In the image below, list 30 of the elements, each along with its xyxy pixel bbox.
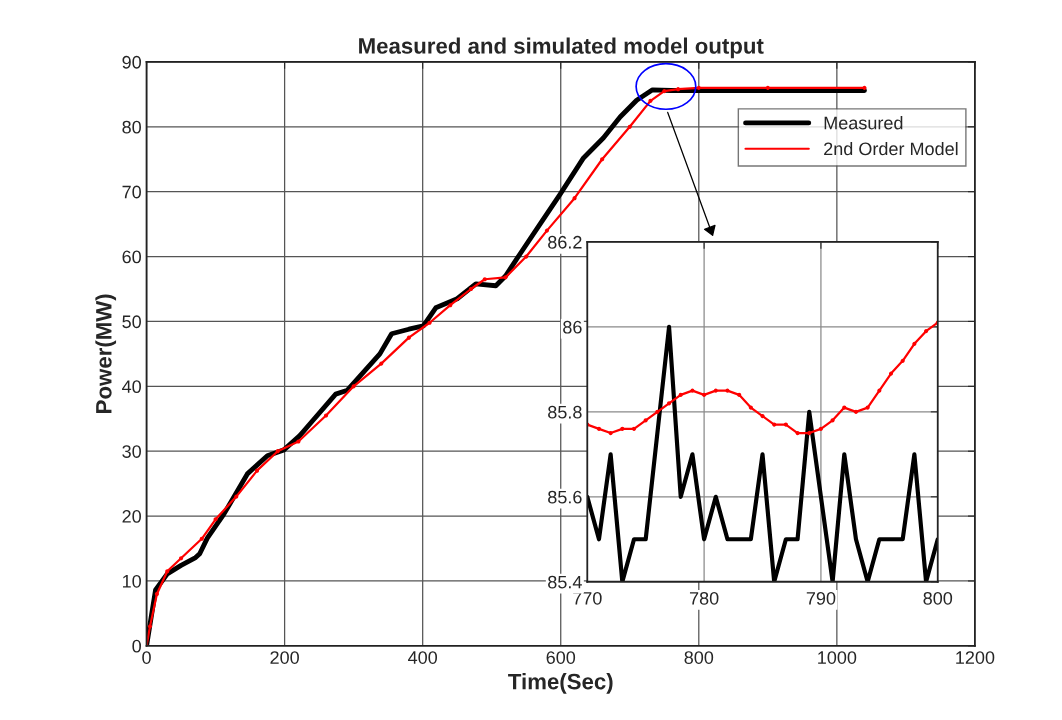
x-axis-title: Time(Sec) — [508, 673, 613, 694]
y-tick-label: 60 — [122, 250, 141, 264]
y-tick-label: 30 — [122, 445, 141, 458]
x-tick-label: 800 — [684, 651, 714, 664]
y-tick-label: 90 — [122, 55, 141, 69]
y-tick-label: 85.6 — [548, 490, 582, 504]
y-tick-label: 0 — [132, 639, 141, 653]
x-tick-label: 1000 — [818, 651, 857, 664]
chart-title: Measured and simulated model output — [359, 37, 764, 59]
y-tick-label: 86 — [563, 320, 582, 334]
y-tick-label: 20 — [122, 510, 141, 523]
x-tick-label: 0 — [142, 651, 151, 664]
legend-label: Measured — [824, 116, 903, 130]
x-tick-label: 400 — [408, 651, 438, 664]
x-tick-label: 600 — [546, 651, 576, 664]
y-tick-label: 50 — [122, 315, 141, 329]
y-tick-label: 80 — [122, 120, 141, 134]
y-tick-label: 85.4 — [548, 575, 582, 589]
y-tick-label: 10 — [122, 574, 141, 588]
y-tick-label: 70 — [122, 185, 141, 199]
y-axis-title: Power(MW) — [95, 294, 117, 413]
x-tick-label: 790 — [806, 591, 836, 605]
x-tick-label: 1200 — [956, 651, 995, 664]
x-tick-label: 200 — [270, 651, 299, 664]
x-tick-label: 780 — [689, 591, 719, 605]
y-tick-label: 86.2 — [548, 235, 582, 249]
legend-label: 2nd Order Model — [824, 141, 958, 156]
y-tick-label: 85.8 — [548, 405, 582, 419]
y-tick-label: 40 — [122, 380, 141, 394]
x-tick-label: 800 — [923, 591, 953, 605]
